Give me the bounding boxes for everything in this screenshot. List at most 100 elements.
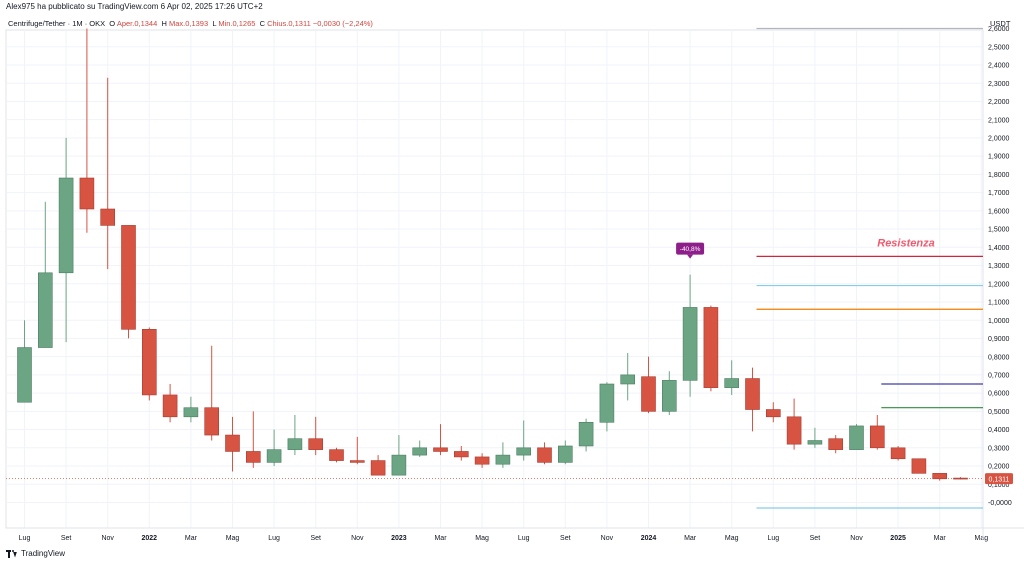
tradingview-logo-icon bbox=[6, 549, 18, 558]
candle-body bbox=[391, 454, 407, 476]
x-tick-label: Mar bbox=[684, 535, 697, 542]
x-tick-label: Nov bbox=[101, 535, 114, 542]
x-tick-label: Lug bbox=[19, 535, 31, 542]
y-tick-label: 1,4000 bbox=[988, 245, 1010, 252]
y-tick-label: 0,4000 bbox=[988, 427, 1010, 434]
candle-body bbox=[765, 409, 781, 418]
last-price-label: 0,1311 bbox=[989, 476, 1010, 483]
x-tick-label: 2025 bbox=[890, 535, 906, 542]
high-value: Max.0,1393 bbox=[168, 19, 209, 28]
last-price-tag bbox=[985, 473, 1013, 485]
y-tick-label: 2,0000 bbox=[988, 136, 1010, 143]
candle-body bbox=[786, 416, 802, 445]
x-tick-label: 2022 bbox=[142, 535, 158, 542]
y-tick-label: 0,1000 bbox=[988, 482, 1010, 489]
candle-body bbox=[599, 383, 615, 423]
x-tick-label: Mag bbox=[974, 535, 988, 542]
low-key: L bbox=[212, 19, 217, 28]
y-tick-label: 1,7000 bbox=[988, 190, 1010, 197]
candle-body bbox=[849, 425, 864, 450]
candle-body bbox=[37, 272, 53, 348]
x-tick-label: Nov bbox=[601, 535, 614, 542]
candle-body bbox=[724, 378, 740, 388]
y-tick-label: 1,0000 bbox=[988, 318, 1010, 325]
y-tick-label: 1,1000 bbox=[988, 300, 1010, 307]
candle-body bbox=[932, 473, 948, 480]
y-tick-label: 0,6000 bbox=[988, 391, 1010, 398]
annotation-pointer bbox=[687, 254, 694, 259]
y-tick-label: 0,7000 bbox=[988, 372, 1010, 379]
open-value: Aper.0,1344 bbox=[116, 19, 158, 28]
candle-body bbox=[911, 458, 927, 474]
candle-body bbox=[890, 447, 906, 460]
currency-label: USDT bbox=[990, 19, 1011, 28]
y-tick-label: 1,5000 bbox=[988, 227, 1010, 234]
candle-body bbox=[329, 449, 344, 461]
x-tick-label: Nov bbox=[351, 535, 364, 542]
footer: TradingView bbox=[6, 549, 65, 558]
y-tick-label: 2,3000 bbox=[988, 81, 1010, 88]
x-tick-label: Lug bbox=[268, 535, 280, 542]
candle-body bbox=[474, 456, 490, 465]
candle-body bbox=[17, 347, 32, 403]
candle-body bbox=[682, 307, 698, 381]
candle-body bbox=[703, 307, 719, 388]
resistance-label: Resistenza bbox=[877, 237, 934, 249]
candle-body bbox=[557, 445, 573, 463]
candle-body bbox=[79, 177, 95, 210]
y-tick-label: 1,3000 bbox=[988, 263, 1010, 270]
candle-body bbox=[953, 477, 968, 480]
candle-body bbox=[349, 460, 365, 463]
y-tick-label: 2,6000 bbox=[988, 26, 1010, 33]
y-tick-label: 1,6000 bbox=[988, 208, 1010, 215]
x-tick-label: Lug bbox=[518, 535, 530, 542]
candle-body bbox=[370, 460, 386, 476]
x-tick-label: Set bbox=[310, 535, 321, 542]
candle-body bbox=[578, 421, 594, 447]
candle-body bbox=[641, 376, 656, 412]
x-tick-label: Nov bbox=[850, 535, 863, 542]
y-tick-label: -0,0000 bbox=[988, 500, 1012, 507]
candle-body bbox=[869, 425, 885, 449]
close-key: C bbox=[259, 19, 266, 28]
candle-body bbox=[183, 407, 199, 418]
y-tick-label: 2,5000 bbox=[988, 44, 1010, 51]
annotation-badge bbox=[676, 242, 705, 255]
close-value: Chius.0,1311 bbox=[267, 19, 311, 28]
candle-body bbox=[266, 449, 282, 463]
candle-body bbox=[121, 225, 136, 330]
y-tick-label: 1,2000 bbox=[988, 281, 1010, 288]
x-tick-label: 2023 bbox=[391, 535, 407, 542]
brand-label: TradingView bbox=[21, 549, 66, 558]
candle-body bbox=[58, 177, 74, 274]
candle-body bbox=[516, 447, 532, 456]
candle-body bbox=[453, 451, 469, 458]
y-tick-label: 2,2000 bbox=[988, 99, 1010, 106]
candle-body bbox=[246, 451, 261, 463]
y-tick-label: 0,3000 bbox=[988, 445, 1010, 452]
y-tick-label: 0,2000 bbox=[988, 464, 1010, 471]
y-tick-label: 1,9000 bbox=[988, 154, 1010, 161]
candle-body bbox=[100, 208, 115, 226]
candle-body bbox=[828, 438, 844, 450]
x-tick-label: Mag bbox=[226, 535, 240, 542]
candle-body bbox=[308, 438, 324, 450]
x-tick-label: Mag bbox=[475, 535, 489, 542]
x-tick-label: Mag bbox=[725, 535, 739, 542]
x-tick-label: Lug bbox=[767, 535, 779, 542]
candle-body bbox=[537, 447, 552, 463]
plot-frame bbox=[5, 29, 984, 529]
x-tick-label: Set bbox=[61, 535, 72, 542]
y-tick-label: 1,8000 bbox=[988, 172, 1010, 179]
chart-legend: Centrifuge/Tether · 1M · OKX O Aper.0,13… bbox=[8, 19, 373, 28]
candle-body bbox=[412, 447, 428, 456]
candle-body bbox=[661, 380, 677, 412]
x-tick-label: Mar bbox=[434, 535, 447, 542]
candle-body bbox=[204, 407, 219, 436]
symbol-label: Centrifuge/Tether · 1M · OKX bbox=[8, 19, 106, 28]
candle-body bbox=[495, 454, 511, 465]
x-tick-label: 2024 bbox=[641, 535, 657, 542]
candle-body bbox=[142, 329, 157, 396]
candle-body bbox=[620, 374, 636, 385]
